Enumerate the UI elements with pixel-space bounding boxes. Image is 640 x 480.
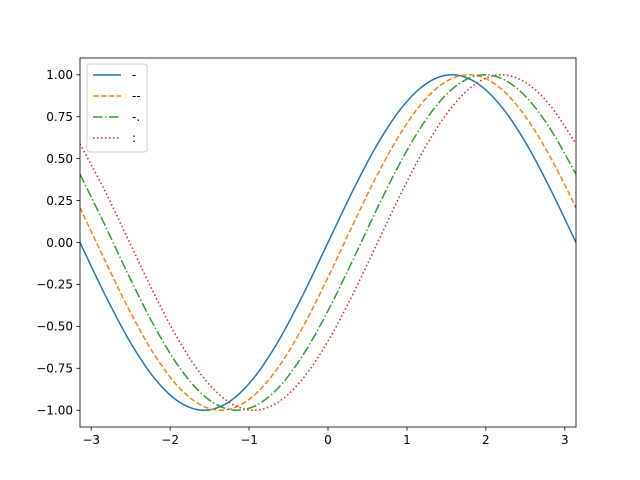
- y-tick-label: −0.50: [36, 320, 73, 334]
- legend-box: [86, 63, 148, 153]
- legend-label-3: -.: [132, 110, 140, 124]
- series-line-1: [80, 74, 576, 411]
- y-tick-label: 0.25: [46, 194, 73, 208]
- x-tick-label: −1: [240, 433, 258, 447]
- series-line-2: [80, 74, 576, 411]
- legend-label-4: :: [132, 131, 136, 145]
- y-tick-label: 0.50: [46, 152, 73, 166]
- y-tick-label: 0.00: [46, 236, 73, 250]
- plot-frame: [79, 57, 577, 428]
- x-tick-label: −2: [161, 433, 179, 447]
- legend-label-1: -: [132, 68, 136, 82]
- y-tick-label: −0.25: [36, 278, 73, 292]
- y-tick-label: −0.75: [36, 362, 73, 376]
- legend: ----.:: [86, 63, 148, 153]
- x-tick-label: −3: [82, 433, 100, 447]
- y-tick-label: 0.75: [46, 110, 73, 124]
- y-tick-label: 1.00: [46, 68, 73, 82]
- series-line-3: [80, 74, 576, 411]
- x-axis: −3 −2 −1 0 1 2 3: [82, 427, 569, 447]
- x-tick-label: 3: [561, 433, 569, 447]
- legend-label-2: --: [132, 89, 141, 103]
- x-tick-label: 2: [482, 433, 490, 447]
- x-tick-label: 0: [324, 433, 332, 447]
- x-tick-label: 1: [403, 433, 411, 447]
- legend-entries: ----.:: [93, 68, 141, 145]
- series-layer: [80, 74, 576, 411]
- series-line-4: [80, 74, 576, 411]
- y-tick-label: −1.00: [36, 404, 73, 418]
- y-axis: −1.00 −0.75 −0.50 −0.25 0.00 0.25 0.50 0.75 1.00: [36, 68, 80, 418]
